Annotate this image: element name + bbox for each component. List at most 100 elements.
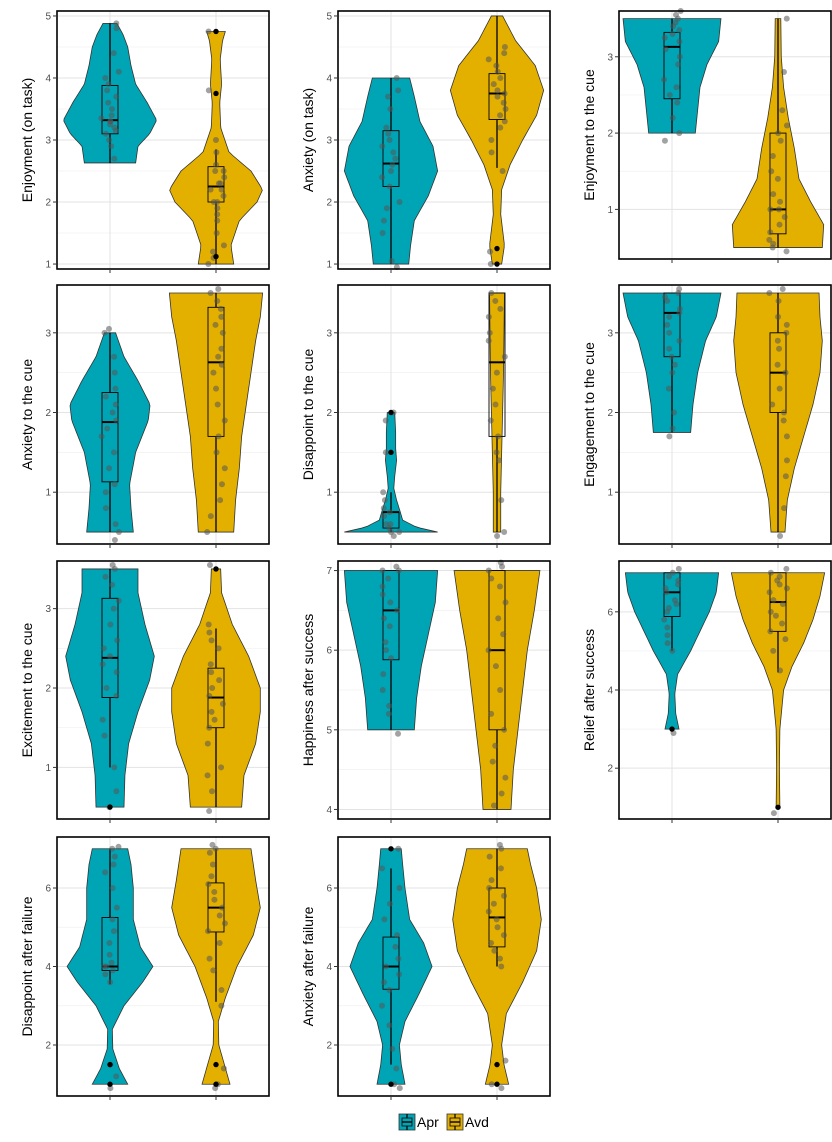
legend-label-apr: Apr: [417, 1114, 439, 1130]
data-point: [767, 628, 774, 635]
y-axis-label: Engagement to the cue: [581, 342, 597, 487]
data-point: [113, 904, 120, 911]
outlier-point: [107, 1081, 113, 1087]
data-point: [110, 605, 117, 612]
panel-4: 1 2 3 Anxiety to the cue: [19, 284, 270, 548]
data-point: [768, 168, 775, 175]
data-point: [205, 881, 212, 888]
data-point: [209, 788, 216, 795]
data-point: [497, 865, 504, 872]
data-point: [385, 710, 392, 717]
data-point: [664, 321, 671, 328]
data-point: [775, 206, 782, 213]
data-point: [214, 297, 221, 304]
data-point: [101, 329, 108, 336]
data-point: [491, 947, 498, 954]
data-point: [783, 248, 790, 255]
data-point: [396, 199, 403, 206]
y-tick-label: 2: [45, 198, 51, 209]
data-point: [501, 892, 508, 899]
panel-8: 4 5 6 7 Happiness after success: [300, 559, 551, 823]
data-point: [214, 401, 221, 408]
data-point: [662, 46, 669, 53]
data-point: [781, 214, 788, 221]
data-point: [776, 345, 783, 352]
data-point: [386, 623, 393, 630]
data-point: [779, 620, 786, 627]
data-point: [488, 710, 495, 717]
data-point: [382, 449, 389, 456]
data-point: [387, 521, 394, 528]
data-point: [486, 329, 493, 336]
data-point: [209, 841, 216, 848]
data-point: [109, 581, 116, 588]
y-axis-label: Disappoint after failure: [19, 896, 35, 1036]
data-point: [388, 655, 395, 662]
outlier-point: [388, 449, 394, 456]
data-point: [208, 669, 215, 676]
outlier-point: [388, 409, 394, 416]
data-point: [218, 481, 225, 488]
data-point: [218, 186, 225, 193]
panel-frame: [56, 560, 270, 820]
data-point: [206, 561, 213, 568]
data-point: [111, 764, 118, 771]
data-point: [381, 916, 388, 923]
data-point: [109, 409, 116, 416]
data-point: [215, 353, 222, 360]
y-tick-label: 1: [326, 488, 332, 499]
data-point: [206, 629, 213, 636]
data-point: [213, 230, 220, 237]
data-point: [379, 687, 386, 693]
data-point: [493, 449, 500, 456]
data-point: [498, 1085, 505, 1092]
data-point: [102, 130, 109, 137]
data-point: [665, 385, 672, 392]
data-point: [112, 401, 119, 408]
y-tick-label: 1: [326, 260, 332, 271]
data-point: [490, 81, 497, 88]
outlier-point: [669, 726, 675, 732]
data-point: [113, 692, 120, 699]
data-point: [676, 337, 683, 344]
data-point: [494, 93, 501, 100]
data-point: [776, 385, 783, 392]
y-tick-label: 2: [326, 1040, 332, 1051]
data-point: [492, 297, 499, 304]
y-tick-label: 4: [326, 805, 332, 816]
data-point: [499, 168, 506, 175]
data-point: [102, 505, 109, 512]
data-point: [395, 845, 402, 852]
data-point: [671, 409, 678, 416]
data-point: [490, 802, 497, 809]
data-point: [110, 928, 117, 935]
data-point: [783, 122, 790, 129]
outlier-point: [213, 1081, 219, 1087]
data-point: [106, 465, 113, 472]
data-point: [673, 84, 680, 91]
outlier-point: [107, 804, 113, 810]
data-point: [774, 361, 781, 368]
data-point: [108, 112, 115, 119]
data-point: [767, 569, 774, 576]
data-point: [215, 433, 222, 440]
data-point: [209, 861, 216, 868]
data-point: [396, 1085, 403, 1092]
data-point: [214, 211, 221, 218]
data-point: [669, 425, 676, 432]
data-point: [99, 661, 106, 668]
data-point: [379, 583, 386, 590]
y-tick-label: 7: [326, 566, 332, 577]
data-point: [770, 597, 777, 604]
data-point: [485, 56, 492, 63]
data-point: [392, 155, 399, 162]
data-point: [115, 68, 122, 75]
violin-apr: [65, 568, 155, 808]
data-point: [775, 313, 782, 320]
outlier-point: [213, 566, 219, 572]
data-point: [497, 687, 504, 693]
outlier-point: [388, 1081, 394, 1087]
data-point: [210, 967, 217, 974]
panel-3: 1 2 3 Enjoyment to the cue: [581, 8, 832, 263]
data-point: [661, 137, 668, 144]
